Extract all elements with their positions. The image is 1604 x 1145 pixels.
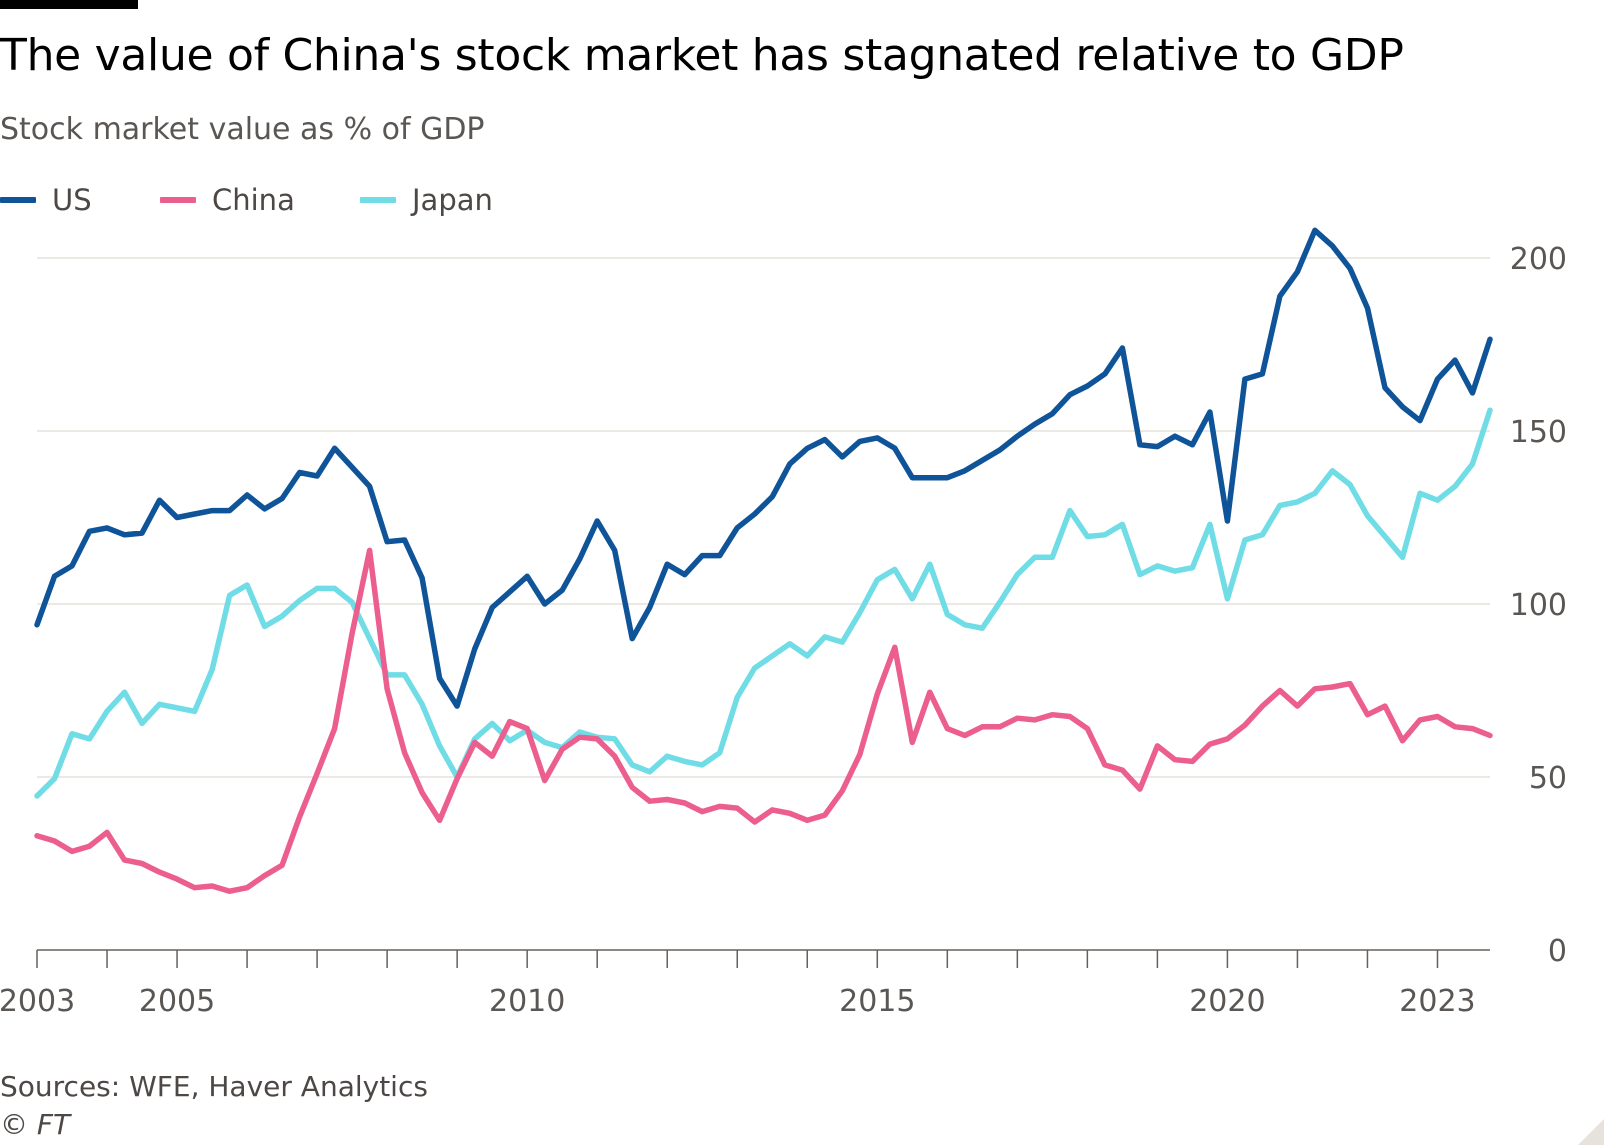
x-tick-label: 2023: [1399, 984, 1475, 1019]
legend-item-us: US: [0, 182, 92, 218]
y-tick-label: 200: [1510, 242, 1567, 277]
x-tick-label: 2005: [139, 984, 215, 1019]
series-lines: [34, 227, 1493, 894]
corner-fold-icon: [1578, 1119, 1604, 1145]
legend-swatch-us: [0, 197, 36, 203]
y-tick-label: 0: [1548, 934, 1567, 969]
y-tick-label: 150: [1510, 415, 1567, 450]
gridlines: [37, 257, 1490, 778]
y-axis-labels: 0 50 100 150 200: [1510, 242, 1567, 969]
x-tick-label: 2020: [1189, 984, 1265, 1019]
chart-subtitle: Stock market value as % of GDP: [0, 112, 485, 147]
line-chart: 0 50 100 150 200 2003 2005 2010 2015 2020 2023: [0, 227, 1567, 1019]
copyright-note: © FT: [0, 1108, 71, 1141]
legend-item-china: China: [160, 182, 295, 218]
y-tick-label: 50: [1529, 761, 1567, 796]
legend-swatch-japan: [360, 197, 396, 203]
legend-swatch-china: [160, 197, 196, 203]
chart-title: The value of China's stock market has st…: [0, 30, 1404, 81]
y-tick-label: 100: [1510, 588, 1567, 623]
legend-item-japan: Japan: [360, 182, 493, 218]
top-accent-rule: [0, 0, 138, 9]
series-line-china: [34, 547, 1493, 894]
x-tick-label: 2010: [489, 984, 565, 1019]
series-line-japan: [34, 407, 1493, 799]
legend-label-us: US: [52, 183, 92, 217]
x-axis: [36, 949, 1490, 968]
series-line-us: [34, 227, 1493, 709]
x-tick-label: 2015: [839, 984, 915, 1019]
legend-label-japan: Japan: [412, 183, 493, 217]
x-axis-labels: 2003 2005 2010 2015 2020 2023: [0, 984, 1476, 1019]
x-tick-label: 2003: [0, 984, 75, 1019]
legend-label-china: China: [212, 183, 295, 217]
source-note: Sources: WFE, Haver Analytics: [0, 1070, 428, 1103]
